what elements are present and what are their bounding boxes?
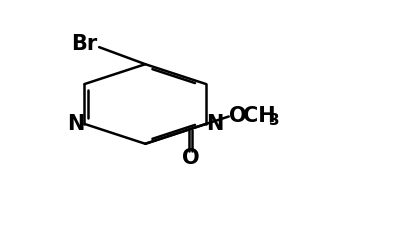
Text: N: N bbox=[67, 114, 84, 134]
Text: N: N bbox=[206, 114, 224, 134]
Text: 3: 3 bbox=[269, 113, 279, 128]
Text: Br: Br bbox=[71, 34, 97, 54]
Text: O: O bbox=[229, 106, 246, 126]
Text: CH: CH bbox=[243, 106, 275, 126]
Text: O: O bbox=[182, 147, 199, 168]
